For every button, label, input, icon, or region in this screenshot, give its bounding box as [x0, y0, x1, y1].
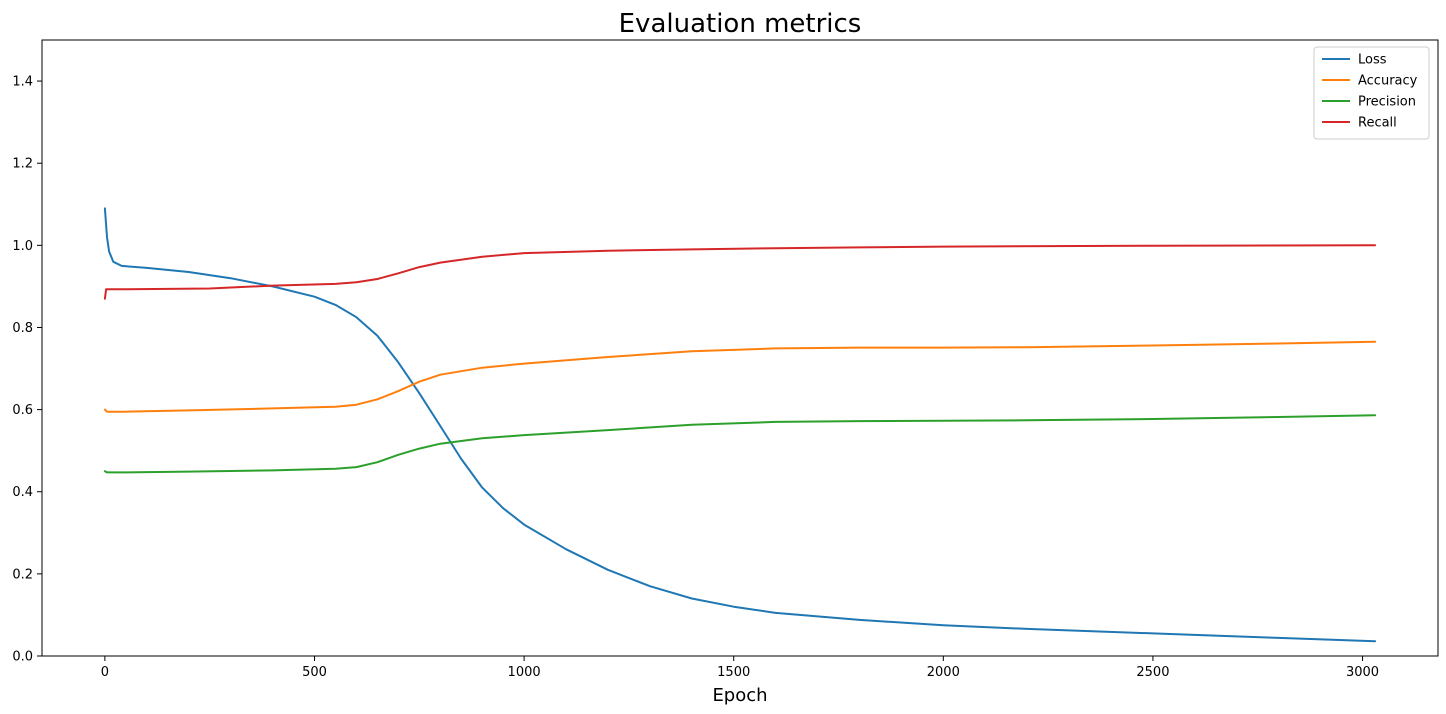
series-line-loss: [103, 207, 1377, 643]
chart-title: Evaluation metrics: [619, 9, 862, 39]
x-tick-label: 2500: [1136, 665, 1169, 680]
x-tick-label: 3000: [1346, 665, 1379, 680]
y-tick-label: 0.8: [12, 321, 33, 336]
series-line-accuracy: [103, 340, 1377, 413]
x-tick-label: 0: [101, 665, 109, 680]
y-axis: 0.0 0.2 0.4 0.6 0.8 1.0 1.2 1.4: [12, 75, 42, 665]
y-tick-label: 1.0: [12, 239, 33, 254]
legend: Loss Accuracy Precision Recall: [1313, 46, 1430, 140]
plot-frame: [41, 39, 1439, 657]
y-tick-label: 1.2: [12, 157, 33, 172]
x-tick-label: 1000: [508, 665, 541, 680]
y-tick-label: 1.4: [12, 75, 33, 90]
x-axis: 0 500 1000 1500 2000 2500 3000: [101, 656, 1379, 680]
y-tick-label: 0.2: [12, 567, 33, 582]
series-line-recall: [103, 244, 1377, 300]
legend-box: [1313, 46, 1430, 140]
y-tick-label: 0.6: [12, 403, 33, 418]
y-tick-label: 0.4: [12, 485, 33, 500]
x-tick-label: 1500: [717, 665, 750, 680]
x-tick-label: 2000: [927, 665, 960, 680]
series-line-precision: [103, 414, 1377, 474]
legend-label-accuracy: Accuracy: [1358, 74, 1418, 89]
x-axis-label: Epoch: [712, 685, 767, 706]
legend-label-recall: Recall: [1358, 116, 1397, 131]
legend-label-loss: Loss: [1358, 53, 1387, 68]
x-tick-label: 500: [302, 665, 327, 680]
y-tick-label: 0.0: [12, 650, 33, 665]
series-layer: [103, 207, 1377, 643]
legend-label-precision: Precision: [1358, 95, 1416, 110]
